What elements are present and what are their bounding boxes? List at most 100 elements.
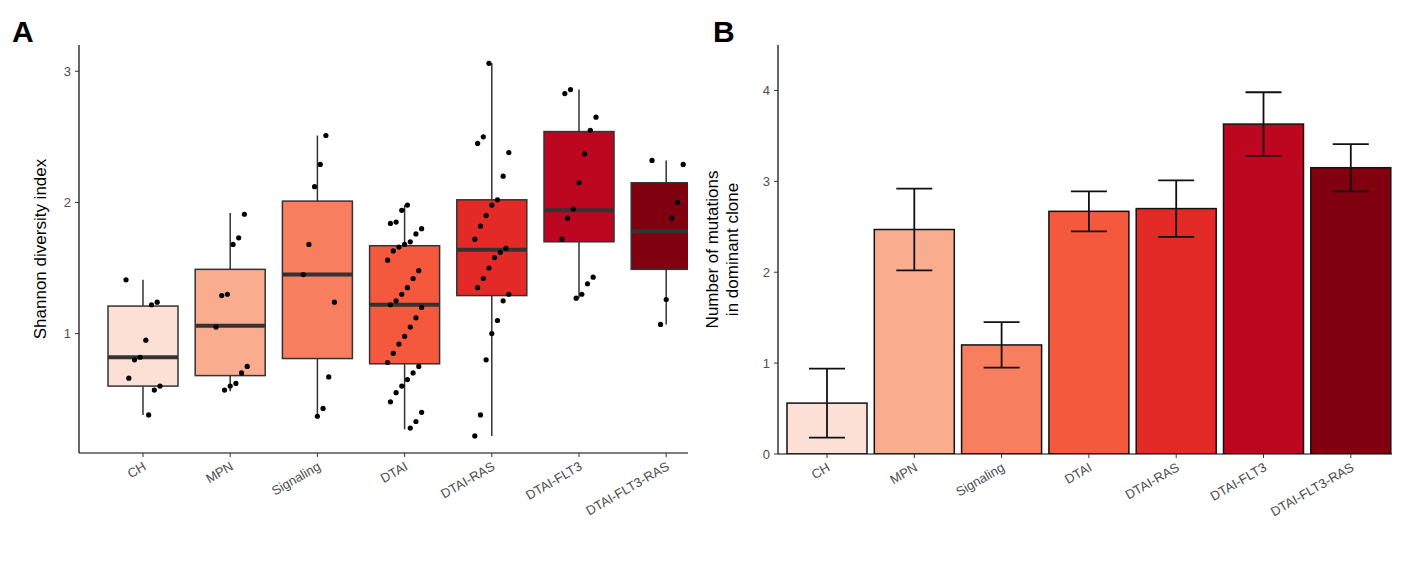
- error-cap: [896, 188, 932, 190]
- point: [503, 246, 508, 251]
- point: [481, 134, 486, 139]
- x-tick: [827, 454, 828, 458]
- point: [501, 174, 506, 179]
- point: [478, 223, 483, 228]
- error-bar: [896, 189, 932, 271]
- point: [413, 419, 418, 424]
- point: [394, 298, 399, 303]
- y-tick-label: 2: [64, 195, 71, 210]
- y-axis-label-line: Number of mutations: [703, 171, 722, 329]
- y-axis-line: [78, 45, 79, 453]
- y-tick-label: 1: [64, 326, 71, 341]
- point: [568, 87, 573, 92]
- panel-letter: B: [713, 15, 735, 48]
- point: [143, 338, 148, 343]
- whisker-low: [491, 296, 493, 436]
- point: [228, 383, 233, 388]
- point: [312, 184, 317, 189]
- point: [385, 258, 390, 263]
- point: [239, 370, 244, 375]
- x-tick-label: Signaling: [269, 459, 323, 499]
- error-cap: [809, 437, 845, 439]
- point: [402, 242, 407, 247]
- point: [416, 268, 421, 273]
- bar: [1136, 209, 1216, 454]
- x-axis-line: [79, 452, 688, 453]
- point: [495, 197, 500, 202]
- point: [320, 406, 325, 411]
- point: [399, 208, 404, 213]
- point: [405, 202, 410, 207]
- x-tick: [1088, 454, 1089, 458]
- point: [399, 292, 404, 297]
- error-cap: [1246, 155, 1282, 157]
- whisker-low: [665, 269, 667, 324]
- y-tick-label: 2: [763, 265, 770, 280]
- point: [675, 200, 680, 205]
- point: [152, 387, 157, 392]
- box: [457, 200, 527, 296]
- x-tick: [914, 454, 915, 458]
- box: [544, 132, 614, 242]
- box: [282, 201, 352, 358]
- x-tick-label: MPN: [887, 460, 920, 487]
- error-cap: [984, 321, 1020, 323]
- point: [402, 334, 407, 339]
- point: [233, 381, 238, 386]
- error-stem: [913, 189, 915, 271]
- y-tick: [774, 363, 778, 364]
- y-tick: [774, 181, 778, 182]
- whisker-high: [142, 280, 144, 306]
- y-tick: [774, 454, 778, 455]
- whisker-low: [142, 386, 144, 415]
- x-tick: [1263, 454, 1264, 458]
- point: [230, 242, 235, 247]
- x-tick-label: DTAI-FLT3: [523, 459, 585, 503]
- x-axis-line: [778, 453, 1392, 454]
- point: [484, 357, 489, 362]
- point: [326, 374, 331, 379]
- median: [282, 273, 352, 277]
- y-axis-label: Shannon diversity index: [31, 158, 50, 339]
- x-tick-label: DTAI: [378, 459, 410, 486]
- y-tick: [774, 90, 778, 91]
- plot-area: [787, 92, 1391, 454]
- error-cap: [896, 270, 932, 272]
- point: [405, 377, 410, 382]
- point: [155, 300, 160, 305]
- point: [408, 324, 413, 329]
- error-cap: [984, 367, 1020, 369]
- y-axis-label-line: in dominant clone: [723, 183, 742, 316]
- point: [126, 376, 131, 381]
- point: [318, 162, 323, 167]
- error-cap: [1071, 190, 1107, 192]
- y-tick-label: 3: [763, 174, 770, 189]
- point: [236, 235, 241, 240]
- box: [631, 183, 688, 270]
- point: [301, 272, 306, 277]
- point: [582, 151, 587, 156]
- point: [484, 213, 489, 218]
- point: [405, 285, 410, 290]
- point: [388, 221, 393, 226]
- point: [245, 364, 250, 369]
- y-tick: [75, 71, 79, 72]
- x-tick: [666, 453, 667, 457]
- error-stem: [1350, 144, 1352, 191]
- point: [472, 433, 477, 438]
- point: [411, 276, 416, 281]
- whisker-high: [229, 213, 231, 269]
- x-tick-label: DTAI-RAS: [1122, 459, 1181, 502]
- x-tick-label: CH: [809, 460, 833, 482]
- y-axis-label-line: Shannon diversity index: [31, 158, 50, 339]
- point: [571, 206, 576, 211]
- point: [574, 296, 579, 301]
- median: [195, 324, 265, 328]
- error-bar: [1071, 191, 1107, 231]
- point: [419, 410, 424, 415]
- point: [658, 322, 663, 327]
- x-tick: [1176, 454, 1177, 458]
- point: [475, 141, 480, 146]
- point: [585, 281, 590, 286]
- error-bar: [984, 322, 1020, 367]
